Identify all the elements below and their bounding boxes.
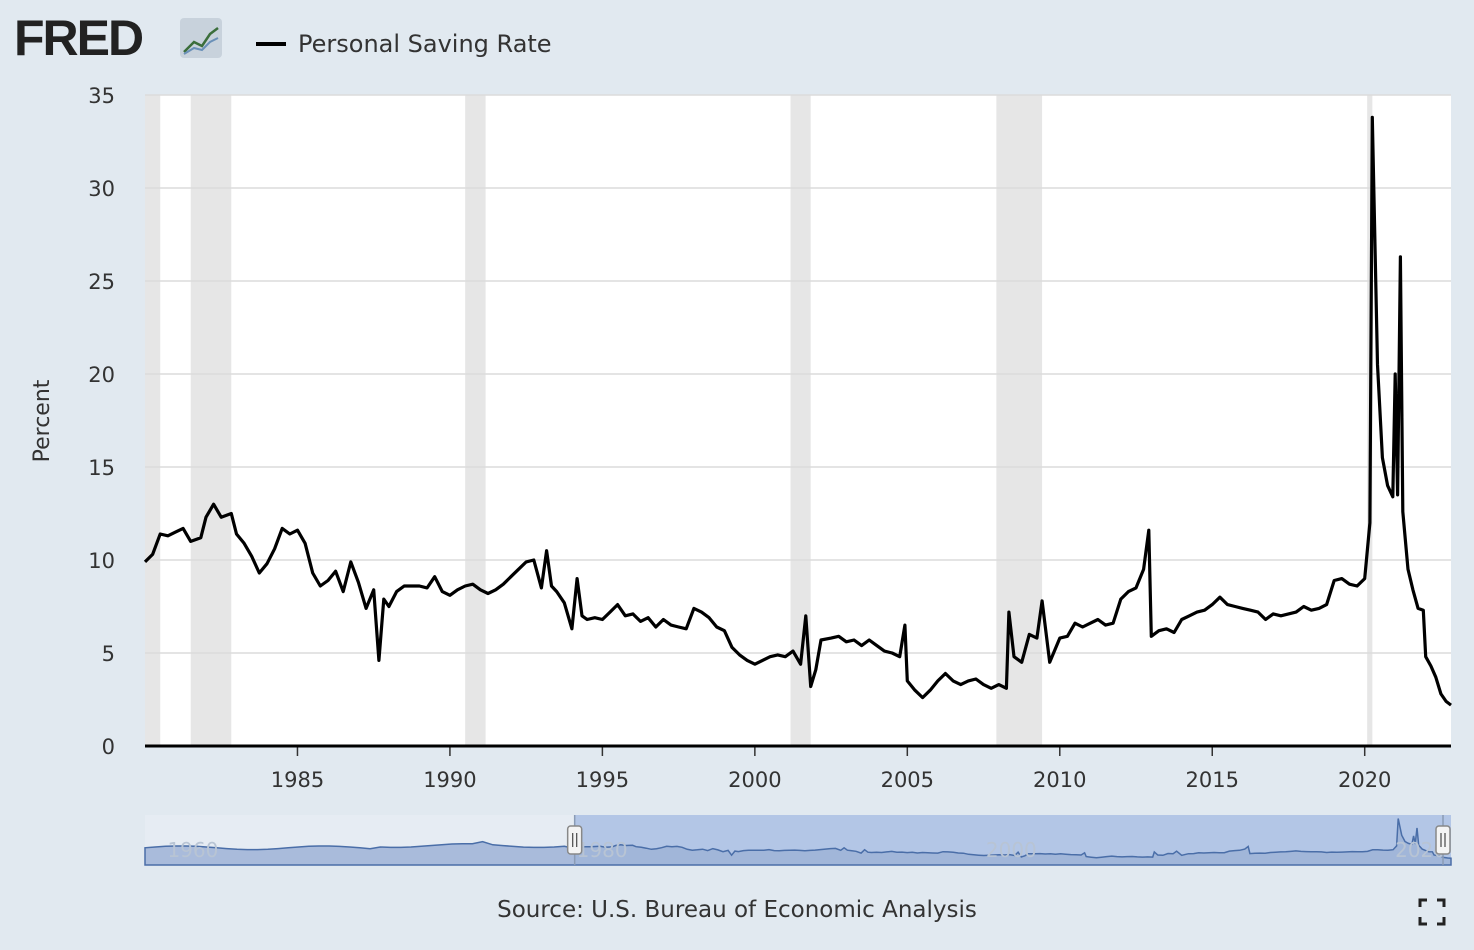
x-tick-label-2005: 2005 <box>881 768 934 792</box>
gridlines <box>145 94 1451 654</box>
y-tick-label-10: 10 <box>88 549 115 573</box>
range-navigator[interactable]: 1960 1980 2000 2020 <box>144 815 1452 866</box>
y-axis-ticks: 0 5 10 15 20 25 30 35 <box>88 84 115 759</box>
y-tick-label-30: 30 <box>88 177 115 201</box>
chart-legend[interactable]: Personal Saving Rate <box>256 30 552 58</box>
x-tick-label-2010: 2010 <box>1033 768 1086 792</box>
navigator-series-area <box>144 818 1452 866</box>
chart-header: FRED Personal Saving Rate <box>14 10 714 64</box>
fullscreen-icon[interactable] <box>1418 898 1446 926</box>
recession-band-0 <box>145 95 161 746</box>
fred-logo-text: FRED <box>14 12 143 64</box>
series-line-personal-saving-rate <box>143 115 1452 707</box>
line-graph-icon <box>180 18 222 58</box>
navigator-handle-right[interactable] <box>1435 815 1451 865</box>
x-tick-label-1995: 1995 <box>576 768 629 792</box>
y-tick-label-5: 5 <box>102 642 115 666</box>
x-tick-label-2000: 2000 <box>728 768 781 792</box>
recession-band-4 <box>996 95 1043 746</box>
recession-band-1 <box>190 95 232 746</box>
navigator-tick-label-1980: 1980 <box>577 838 628 862</box>
y-tick-label-35: 35 <box>88 84 115 108</box>
y-tick-label-15: 15 <box>88 456 115 480</box>
y-tick-label-25: 25 <box>88 270 115 294</box>
recession-band-2 <box>465 95 486 746</box>
navigator-tick-label-2000: 2000 <box>986 838 1037 862</box>
recession-bands <box>145 95 1373 746</box>
x-tick-label-1990: 1990 <box>423 768 476 792</box>
x-tick-label-2015: 2015 <box>1186 768 1239 792</box>
navigator-tick-label-1960: 1960 <box>167 838 218 862</box>
legend-label: Personal Saving Rate <box>298 30 552 58</box>
y-tick-label-20: 20 <box>88 363 115 387</box>
fred-logo[interactable]: FRED <box>14 12 234 64</box>
source-note: Source: U.S. Bureau of Economic Analysis <box>497 897 977 923</box>
y-tick-label-0: 0 <box>102 735 115 759</box>
legend-swatch <box>256 42 286 46</box>
navigator-handle-left[interactable] <box>566 815 583 865</box>
y-axis-label: Percent <box>30 379 55 462</box>
recession-band-3 <box>790 95 811 746</box>
x-axis-ticks: 1985 1990 1995 2000 2005 2010 2015 2020 <box>271 746 1391 792</box>
x-tick-label-2020: 2020 <box>1338 768 1391 792</box>
x-tick-label-1985: 1985 <box>271 768 324 792</box>
